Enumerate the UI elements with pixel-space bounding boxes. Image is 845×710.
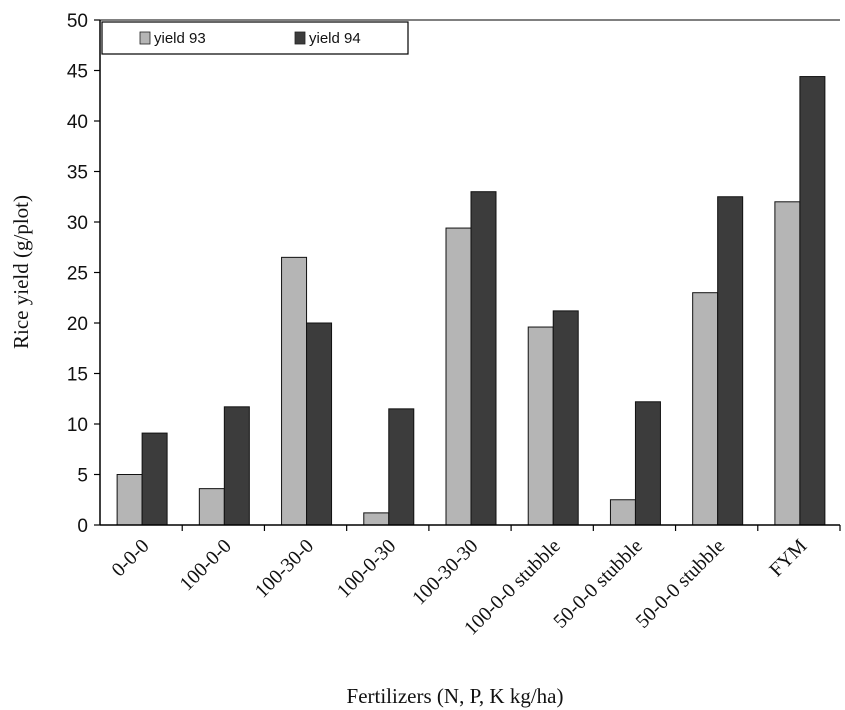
bar-yield-94-8: [799, 76, 826, 526]
y-tick-label: 5: [77, 466, 88, 487]
bar-yield-93-3: [363, 512, 390, 526]
bar-yield-93-0: [116, 474, 143, 526]
x-tick-label: 0-0-0: [107, 535, 153, 581]
legend-swatch-yield-93: [139, 31, 151, 45]
y-tick-label: 10: [67, 415, 88, 436]
x-tick-label: 50-0-0 stubble: [632, 535, 730, 633]
legend-label-yield-93: yield 93: [154, 30, 206, 47]
bar-yield-94-1: [223, 406, 250, 526]
bar-yield-93-6: [609, 499, 636, 526]
legend-label-yield-94: yield 94: [309, 30, 361, 47]
x-tick-label: 100-0-30: [333, 535, 400, 602]
y-tick-label: 50: [67, 11, 88, 32]
y-tick-label: 45: [67, 62, 88, 83]
legend: yield 93 yield 94: [101, 21, 409, 55]
y-tick-label: 40: [67, 112, 88, 133]
bar-yield-93-2: [281, 256, 308, 526]
legend-box: [101, 21, 409, 55]
x-tick-label: 100-0-0: [176, 535, 236, 595]
bar-yield-94-4: [470, 191, 497, 526]
bar-yield-93-5: [527, 326, 554, 526]
y-tick-label: 0: [77, 516, 88, 537]
legend-swatch-yield-94: [294, 31, 306, 45]
y-tick-label: 30: [67, 213, 88, 234]
x-axis-ticks: 0-0-0 100-0-0 100-30-0 100-0-30 100-30-30100…: [107, 525, 841, 640]
y-tick-label: 25: [67, 264, 88, 285]
x-tick-label: FYM: [765, 535, 811, 581]
bar-yield-93-7: [692, 292, 719, 526]
bar-yield-94-7: [717, 196, 744, 526]
x-axis-title: Fertilizers (N, P, K kg/ha): [347, 684, 564, 708]
bar-yield-94-0: [141, 432, 168, 526]
bar-yield-93-8: [774, 201, 801, 526]
x-tick-label: 100-30-30: [408, 535, 482, 609]
bar-yield-94-2: [306, 322, 333, 526]
y-tick-label: 15: [67, 365, 88, 386]
y-tick-label: 20: [67, 314, 88, 335]
bar-yield-94-6: [634, 401, 661, 526]
bar-yield-93-1: [198, 488, 225, 526]
x-tick-label: 100-30-0: [251, 535, 318, 602]
y-axis-title: Rice yield (g/plot): [9, 195, 33, 349]
bars: [116, 76, 826, 526]
y-axis-ticks: 0 5 10 15 20 25 30 35 40 45 50: [67, 11, 100, 537]
bar-yield-94-3: [388, 408, 415, 526]
bar-yield-94-5: [552, 310, 579, 526]
y-tick-label: 35: [67, 163, 88, 184]
bar-yield-93-4: [445, 227, 472, 526]
